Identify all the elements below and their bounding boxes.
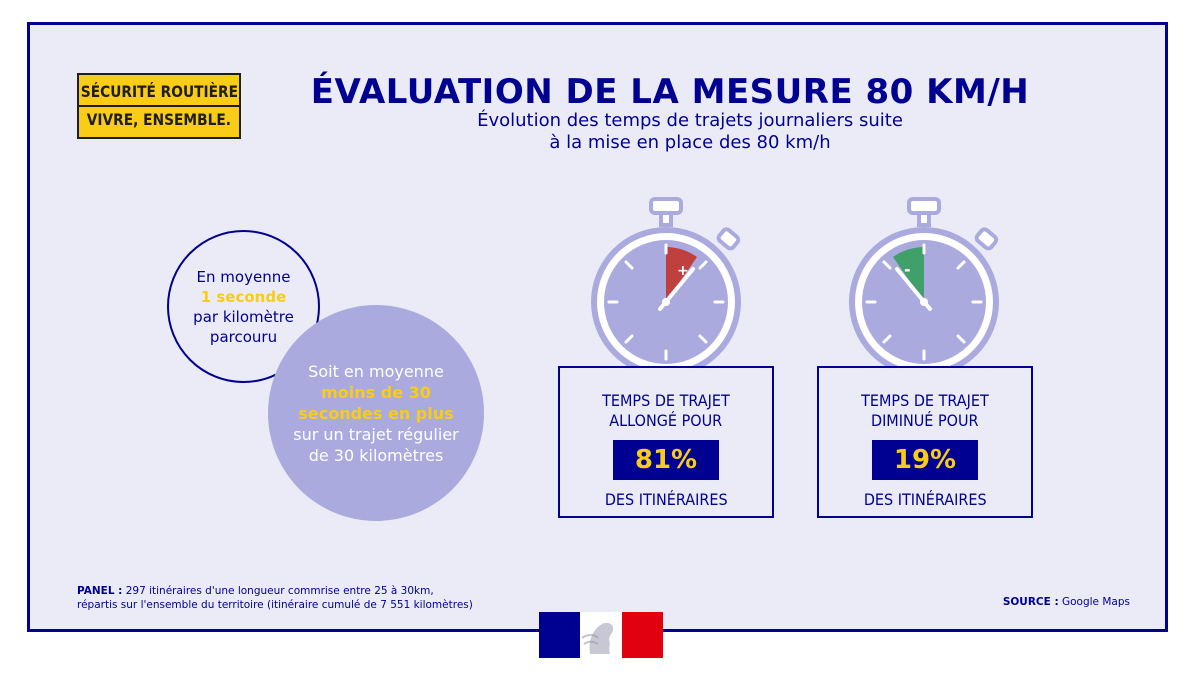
stopwatch-minus-icon: - bbox=[849, 197, 999, 370]
circle-big-line-5: de 30 kilomètres bbox=[308, 445, 444, 465]
minus-sign: - bbox=[904, 260, 911, 279]
stat-longer-line-3: DES ITINÉRAIRES bbox=[604, 490, 728, 509]
badge-divider bbox=[79, 105, 239, 107]
stat-shorter-line-1: TEMPS DE TRAJET bbox=[861, 391, 989, 410]
stat-longer-line-2: ALLONGÉ POUR bbox=[609, 411, 723, 430]
badge-line-2: VIVRE, ENSEMBLE. bbox=[86, 110, 232, 129]
page-subtitle: Évolution des temps de trajets journalie… bbox=[380, 110, 1000, 154]
average-per-trip-circle: Soit en moyenne moins de 30 secondes en … bbox=[268, 305, 484, 521]
circle-small-line-4: parcouru bbox=[209, 327, 278, 346]
stat-longer-card: TEMPS DE TRAJET ALLONGÉ POUR 81% DES ITI… bbox=[558, 366, 774, 518]
stat-longer-line-1: TEMPS DE TRAJET bbox=[602, 391, 730, 410]
stat-shorter-line-3: DES ITINÉRAIRES bbox=[863, 490, 987, 509]
stat-shorter-card: TEMPS DE TRAJET DIMINUÉ POUR 19% DES ITI… bbox=[817, 366, 1033, 518]
circle-small-line-1: En moyenne bbox=[196, 267, 291, 286]
panel-line-2: répartis sur l'ensemble du territoire (i… bbox=[77, 599, 473, 611]
source-value: Google Maps bbox=[1058, 596, 1130, 608]
stopwatch-plus-icon: + bbox=[591, 197, 741, 370]
circle-small-highlight: 1 seconde bbox=[200, 287, 287, 306]
circle-small-line-3: par kilomètre bbox=[193, 307, 294, 326]
source-label: SOURCE : bbox=[1002, 596, 1059, 608]
average-per-km-circle: En moyenne 1 seconde par kilomètre parco… bbox=[167, 230, 320, 383]
badge-line-1: SÉCURITÉ ROUTIÈRE bbox=[80, 82, 238, 101]
page-title: ÉVALUATION DE LA MESURE 80 KM/H bbox=[310, 72, 1030, 112]
panel-label: PANEL : bbox=[77, 585, 123, 597]
stat-shorter-line-2: DIMINUÉ POUR bbox=[871, 411, 979, 430]
subtitle-line-1: Évolution des temps de trajets journalie… bbox=[477, 110, 903, 131]
source-note: SOURCE : Google Maps bbox=[1003, 596, 1130, 608]
circle-big-highlight-2: secondes en plus bbox=[298, 403, 454, 423]
circle-big-highlight-1: moins de 30 bbox=[321, 382, 431, 402]
subtitle-line-2: à la mise en place des 80 km/h bbox=[549, 132, 831, 153]
circle-big-line-4: sur un trajet régulier bbox=[293, 424, 459, 444]
panel-line-1: 297 itinéraires d'une longueur commrise … bbox=[122, 585, 434, 597]
securite-routiere-badge: SÉCURITÉ ROUTIÈRE VIVRE, ENSEMBLE. bbox=[77, 73, 241, 139]
marianne-logo-icon bbox=[539, 612, 663, 658]
stat-longer-value: 81% bbox=[613, 440, 719, 480]
circle-big-line-1: Soit en moyenne bbox=[308, 361, 444, 381]
plus-sign: + bbox=[677, 263, 689, 279]
panel-note: PANEL : 297 itinéraires d'une longueur c… bbox=[77, 584, 473, 612]
stat-shorter-value: 19% bbox=[872, 440, 978, 480]
